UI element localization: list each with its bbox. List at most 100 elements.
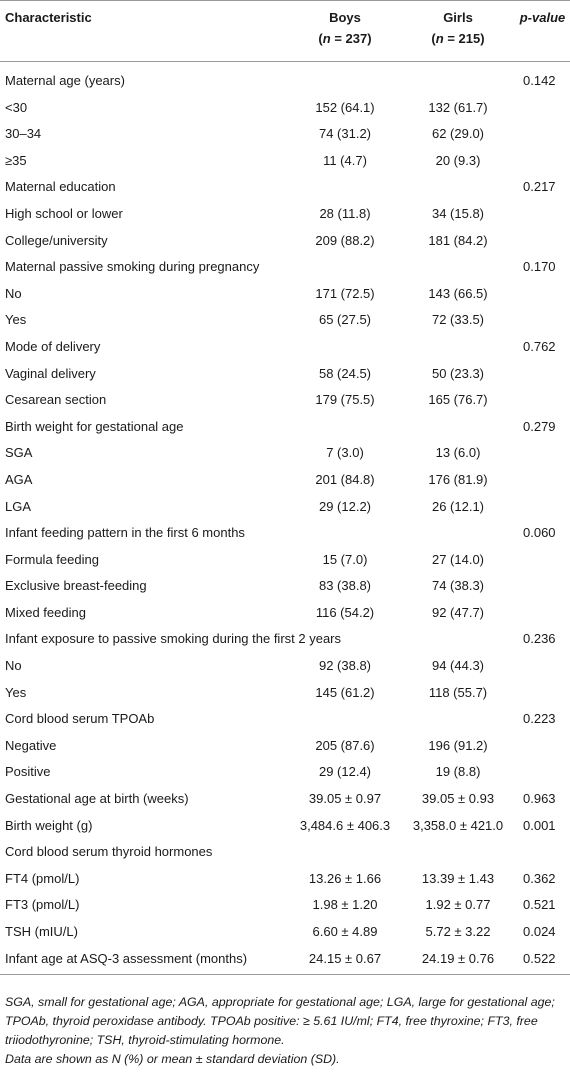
row-label: No <box>5 658 22 674</box>
header-boys: Boys <box>329 10 361 25</box>
footnote-data-format: Data are shown as N (%) or mean ± standa… <box>5 1052 340 1066</box>
table-top-rule <box>0 0 570 1</box>
row-pvalue: 0.279 <box>523 418 556 434</box>
characteristics-table: Characteristic Boys Girls p-value (n = 2… <box>0 0 570 976</box>
row-pvalue: 0.521 <box>523 897 556 913</box>
table-row: Vaginal delivery 58 (24.5) 50 (23.3) <box>0 361 570 388</box>
row-pvalue: 0.142 <box>523 73 556 88</box>
row-girls-value: 176 (81.9) <box>428 471 488 487</box>
table-row: 30–34 74 (31.2) 62 (29.0) <box>0 121 570 148</box>
row-pvalue: 0.001 <box>523 817 556 833</box>
row-boys-value: 171 (72.5) <box>315 285 375 301</box>
row-pvalue <box>515 440 570 467</box>
table-row: Exclusive breast-feeding 83 (38.8) 74 (38.… <box>0 573 570 600</box>
table-row: <30 152 (64.1) 132 (61.7) <box>0 95 570 122</box>
header-characteristic: Characteristic <box>5 10 92 25</box>
row-label: Cord blood serum thyroid hormones <box>5 844 213 860</box>
table-row: FT4 (pmol/L) 13.26 ± 1.66 13.39 ± 1.43 0.36… <box>0 866 570 893</box>
table-row: Cesarean section 179 (75.5) 165 (76.7) <box>0 387 570 414</box>
row-label: Birth weight (g) <box>5 817 93 833</box>
row-boys-value: 65 (27.5) <box>318 312 372 328</box>
header-blank-p <box>515 28 570 62</box>
table-row: Maternal age (years) 0.142 <box>0 62 570 95</box>
row-pvalue: 0.362 <box>523 870 556 886</box>
row-girls-value: 13.39 ± 1.43 <box>421 870 495 886</box>
row-pvalue <box>515 759 570 786</box>
row-girls-value <box>401 706 515 733</box>
table-row: FT3 (pmol/L) 1.98 ± 1.20 1.92 ± 0.77 0.521 <box>0 892 570 919</box>
row-label: Yes <box>5 684 27 700</box>
row-girls-value <box>401 839 515 866</box>
row-girls-value: 74 (38.3) <box>431 578 485 594</box>
row-label: FT4 (pmol/L) <box>5 870 80 886</box>
header-girls-n: (n = 215) <box>401 28 515 62</box>
row-boys-value: 1.98 ± 1.20 <box>312 897 378 913</box>
row-label: Maternal passive smoking during pregnanc… <box>5 259 260 275</box>
row-label: Infant age at ASQ-3 assessment (months) <box>0 945 289 976</box>
row-pvalue <box>515 467 570 494</box>
row-girls-value: 165 (76.7) <box>428 392 488 408</box>
row-label: Mixed feeding <box>5 604 86 620</box>
row-boys-value: 29 (12.2) <box>318 498 372 514</box>
table-row: Formula feeding 15 (7.0) 27 (14.0) <box>0 547 570 574</box>
table-row: TSH (mIU/L) 6.60 ± 4.89 5.72 ± 3.22 0.024 <box>0 919 570 946</box>
row-girls-value: 27 (14.0) <box>431 551 485 567</box>
header-pvalue: p-value <box>515 0 570 28</box>
row-boys-value <box>289 839 401 866</box>
row-label: Maternal age (years) <box>5 73 125 88</box>
table-row: High school or lower 28 (11.8) 34 (15.8) <box>0 201 570 228</box>
row-girls-value: 62 (29.0) <box>431 126 485 142</box>
row-girls-value: 94 (44.3) <box>431 658 485 674</box>
row-label: 30–34 <box>5 126 42 142</box>
table-row: LGA 29 (12.2) 26 (12.1) <box>0 494 570 521</box>
table-row: Yes 145 (61.2) 118 (55.7) <box>0 680 570 707</box>
row-label: High school or lower <box>5 205 123 221</box>
row-boys-value: 13.26 ± 1.66 <box>308 870 382 886</box>
table-row: No 171 (72.5) 143 (66.5) <box>0 281 570 308</box>
row-label: AGA <box>5 471 33 487</box>
row-label: Infant feeding pattern in the first 6 mo… <box>5 525 245 541</box>
row-boys-value: 11 (4.7) <box>323 152 367 168</box>
row-pvalue <box>515 95 570 122</box>
row-girls-value: 20 (9.3) <box>435 152 481 168</box>
table-row: ≥35 11 (4.7) 20 (9.3) <box>0 148 570 175</box>
row-label: ≥35 <box>5 152 27 168</box>
row-pvalue <box>515 653 570 680</box>
row-pvalue <box>515 148 570 175</box>
row-girls-value: 132 (61.7) <box>428 99 488 115</box>
header-pvalue-text: p-value <box>519 10 566 25</box>
row-boys-value <box>289 334 401 361</box>
row-girls-value <box>401 626 515 653</box>
header-blank <box>0 28 289 62</box>
row-pvalue: 0.963 <box>523 791 556 807</box>
header-girls: Girls <box>443 10 473 25</box>
row-girls-value: 24.19 ± 0.76 <box>401 945 515 976</box>
row-label: Negative <box>5 737 57 753</box>
row-pvalue <box>515 600 570 627</box>
row-label: Gestational age at birth (weeks) <box>5 791 189 807</box>
row-pvalue: 0.762 <box>523 338 556 354</box>
table-row: Infant age at ASQ-3 assessment (months) 2… <box>0 945 570 976</box>
table-row: College/university 209 (88.2) 181 (84.2) <box>0 228 570 255</box>
row-boys-value: 83 (38.8) <box>318 578 372 594</box>
row-pvalue <box>515 121 570 148</box>
table-row: Mixed feeding 116 (54.2) 92 (47.7) <box>0 600 570 627</box>
row-girls-value: 3,358.0 ± 421.0 <box>412 817 504 833</box>
row-label: FT3 (pmol/L) <box>5 897 80 913</box>
header-n-row: (n = 237) (n = 215) <box>0 28 570 62</box>
row-pvalue: 0.217 <box>523 179 556 195</box>
row-boys-value <box>289 62 401 95</box>
row-boys-value: 29 (12.4) <box>318 764 372 780</box>
row-label: Cesarean section <box>5 392 107 408</box>
table-row: Birth weight for gestational age 0.279 <box>0 414 570 441</box>
row-girls-value: 118 (55.7) <box>428 684 488 700</box>
row-label: LGA <box>5 498 32 514</box>
row-girls-value <box>401 174 515 201</box>
row-boys-value: 15 (7.0) <box>322 551 368 567</box>
row-girls-value: 13 (6.0) <box>435 445 481 461</box>
row-pvalue: 0.223 <box>523 711 556 727</box>
header-boys-n: (n = 237) <box>289 28 401 62</box>
row-boys-value: 24.15 ± 0.67 <box>289 945 401 976</box>
row-girls-value <box>401 334 515 361</box>
